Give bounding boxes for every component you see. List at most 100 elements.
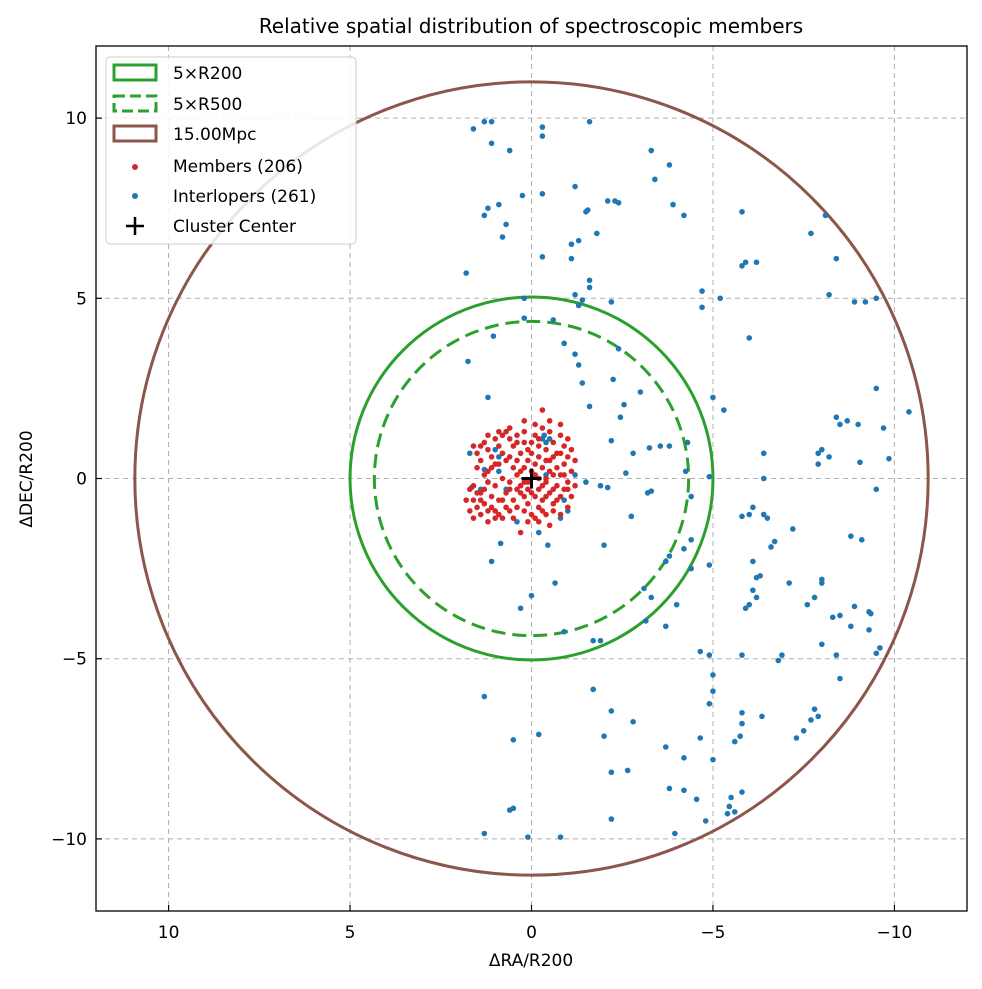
member-point xyxy=(561,461,567,467)
member-point xyxy=(496,428,502,435)
interloper-point xyxy=(662,558,669,565)
interloper-point xyxy=(539,190,546,197)
interloper-point xyxy=(521,315,528,321)
member-point xyxy=(514,457,520,464)
interloper-point xyxy=(837,675,843,682)
interloper-point xyxy=(750,558,756,565)
interloper-point xyxy=(793,735,800,741)
legend-label-mpc: 15.00Mpc xyxy=(173,125,256,145)
x-axis-label: ΔRA/R200 xyxy=(489,951,573,971)
interloper-point xyxy=(815,450,822,457)
interloper-point xyxy=(697,735,704,741)
member-point xyxy=(488,454,495,460)
member-point xyxy=(485,446,491,453)
member-point xyxy=(510,443,517,449)
y-tick-label: −5 xyxy=(62,650,87,670)
interloper-point xyxy=(670,201,676,208)
y-tick-label: −10 xyxy=(51,830,87,850)
interloper-point xyxy=(535,529,542,536)
member-point xyxy=(564,479,571,485)
interloper-point xyxy=(575,237,582,244)
interloper-point xyxy=(819,580,825,586)
legend-label-members: Members (206) xyxy=(173,157,303,177)
member-point xyxy=(492,515,499,521)
member-point xyxy=(474,490,480,496)
interloper-point xyxy=(728,794,734,801)
interloper-point xyxy=(681,787,687,794)
x-tick-label: 5 xyxy=(345,923,356,943)
interloper-point xyxy=(497,540,504,547)
interloper-point xyxy=(572,183,578,190)
member-point xyxy=(546,468,553,475)
interloper-point xyxy=(833,652,840,658)
interloper-point xyxy=(586,403,593,410)
member-point xyxy=(514,504,520,511)
interloper-point xyxy=(630,450,636,457)
interloper-point xyxy=(579,297,586,303)
interloper-point xyxy=(851,603,858,610)
interloper-point xyxy=(506,147,513,154)
member-point xyxy=(506,454,513,460)
member-point xyxy=(564,486,571,493)
interloper-point xyxy=(496,201,502,208)
interloper-point xyxy=(481,212,488,219)
member-point xyxy=(521,508,528,514)
member-point xyxy=(470,443,477,449)
member-point xyxy=(510,497,517,503)
member-point xyxy=(528,439,535,446)
interloper-point xyxy=(880,425,887,431)
interloper-point xyxy=(826,454,832,460)
interloper-point xyxy=(790,526,796,532)
interloper-point xyxy=(726,803,733,810)
legend-label-r500: 5×R500 xyxy=(173,95,242,115)
interloper-point xyxy=(579,380,586,386)
member-point xyxy=(481,472,488,478)
interloper-point xyxy=(739,513,745,520)
interloper-point xyxy=(746,511,753,518)
member-point xyxy=(499,497,506,503)
member-point xyxy=(532,461,538,467)
interloper-point xyxy=(811,706,818,712)
interloper-point xyxy=(808,717,814,723)
member-point xyxy=(521,418,528,424)
interloper-point xyxy=(706,562,713,568)
interloper-point xyxy=(572,351,578,357)
member-point xyxy=(470,515,477,521)
interloper-point xyxy=(737,733,743,739)
interloper-point xyxy=(594,230,600,237)
member-point xyxy=(503,490,509,496)
interloper-point xyxy=(906,409,912,415)
interloper-point xyxy=(666,443,673,449)
member-point xyxy=(463,497,469,503)
member-point xyxy=(535,504,542,511)
x-tick-label: 10 xyxy=(158,923,180,943)
interloper-point xyxy=(601,733,607,739)
member-point xyxy=(488,493,495,500)
interloper-point xyxy=(510,737,517,743)
member-point xyxy=(564,504,571,511)
interloper-point xyxy=(541,432,548,439)
interloper-point xyxy=(601,542,607,548)
member-point xyxy=(525,457,531,464)
circle-5r500 xyxy=(372,319,691,638)
interloper-point xyxy=(628,513,635,520)
interloper-point xyxy=(693,796,700,803)
member-point xyxy=(521,493,528,500)
interloper-point xyxy=(604,484,611,491)
interloper-point xyxy=(666,553,673,559)
interloper-point xyxy=(463,270,469,276)
interloper-point xyxy=(575,362,582,368)
member-point xyxy=(546,418,553,424)
interloper-point xyxy=(485,394,491,401)
member-point xyxy=(492,436,499,442)
chart-title: Relative spatial distribution of spectro… xyxy=(259,14,803,38)
legend-swatch-r200 xyxy=(112,63,158,82)
member-point xyxy=(517,468,524,475)
interloper-point xyxy=(688,536,694,543)
interloper-point xyxy=(868,610,874,617)
cluster-center-plus-icon xyxy=(521,468,542,489)
member-point xyxy=(546,490,553,496)
interloper-point xyxy=(488,118,495,125)
member-point xyxy=(510,464,517,471)
member-point xyxy=(481,439,488,446)
